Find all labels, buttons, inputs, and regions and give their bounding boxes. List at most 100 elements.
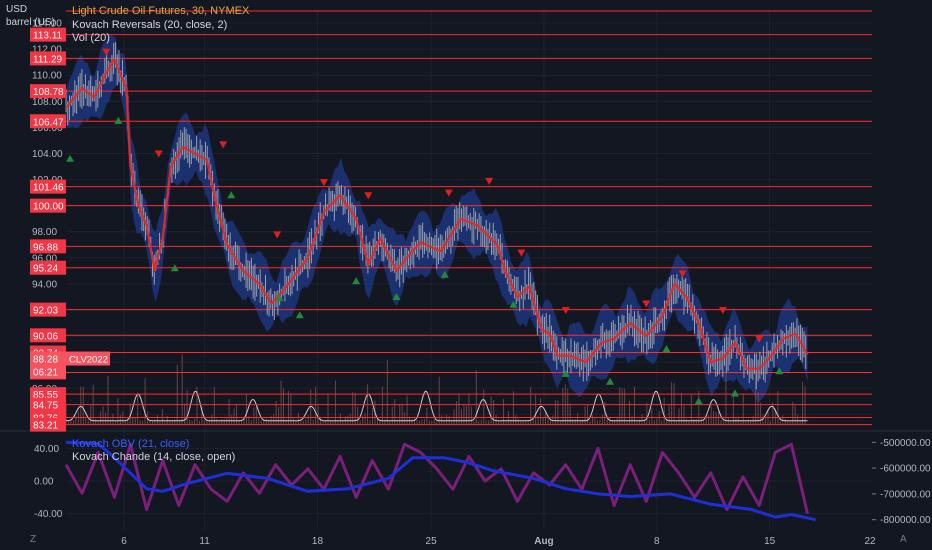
sub-left-tick-label: -40.00 — [34, 509, 63, 520]
price-level-badge-text: 106.47 — [33, 117, 64, 128]
time-tick-label: 6 — [121, 536, 127, 547]
up-reversal-marker — [66, 154, 75, 162]
legend-kovach-obv[interactable]: Kovach OBV (21, close) — [72, 438, 190, 450]
down-reversal-marker — [364, 192, 373, 200]
price-tick-label: 112.00 — [32, 45, 62, 56]
down-reversal-marker — [219, 141, 228, 149]
price-series — [65, 58, 809, 370]
price-level-badge-text: 83.21 — [33, 421, 58, 432]
sub-right-tick-label: -600000.00 — [880, 464, 931, 475]
price-level-badge — [30, 198, 66, 213]
sub-left-tick-label: 40.00 — [34, 444, 59, 455]
up-reversal-marker — [606, 377, 615, 385]
price-level-badge — [30, 302, 66, 317]
sub-right-tick-label: -800000.00 — [880, 515, 931, 526]
down-reversal-marker — [561, 307, 570, 314]
volume-moving-average — [65, 390, 808, 422]
down-reversal-marker — [485, 177, 494, 185]
price-level-badge-text: 84.75 — [33, 401, 58, 412]
legend-kovach-chande[interactable]: Kovach Chande (14, close, open) — [72, 451, 236, 463]
sub-right-tick-label: -700000.00 — [880, 489, 931, 500]
price-tick-label: 106.00 — [32, 123, 63, 134]
time-tick-label: 22 — [864, 536, 876, 547]
price-level-badge — [30, 114, 66, 129]
down-reversal-marker — [319, 179, 328, 187]
up-reversal-marker — [114, 116, 123, 124]
up-reversal-marker — [275, 294, 284, 302]
legend-kovach-reversals[interactable]: Kovach Reversals (20, close, 2) — [72, 19, 228, 31]
time-tick-label: Aug — [534, 536, 553, 547]
countdown-badge — [30, 365, 66, 379]
auto-scale-button[interactable]: A — [900, 534, 907, 545]
symbol-badge — [66, 351, 110, 366]
envelope-band-area — [66, 34, 808, 403]
price-axis[interactable]: 114.00112.00110.00108.00106.00104.00102.… — [30, 19, 110, 432]
up-reversal-marker — [662, 345, 671, 353]
price-level-lines — [66, 10, 872, 426]
up-reversal-marker — [352, 277, 361, 285]
up-reversal-marker — [775, 367, 784, 375]
symbol-badge-text: CLV2022 — [69, 355, 108, 366]
price-tick-label: 108.00 — [32, 97, 63, 108]
price-level-badge-text: 101.46 — [33, 183, 64, 194]
down-reversal-marker — [444, 189, 453, 197]
price-level-badge-text: 111.29 — [33, 54, 63, 65]
down-reversal-marker — [102, 48, 111, 56]
price-level-badge-text: 85.55 — [33, 390, 58, 401]
chart-title[interactable]: Light Crude Oil Futures, 30, NYMEX — [72, 5, 250, 17]
down-reversal-marker — [755, 335, 764, 343]
price-level-badge-text: 100.00 — [33, 202, 64, 213]
down-reversal-marker — [273, 231, 282, 239]
envelope-band — [66, 34, 808, 403]
price-level-badge — [30, 27, 66, 42]
up-reversal-marker — [694, 397, 703, 405]
time-tick-label: 8 — [654, 536, 660, 547]
reversal-markers — [66, 48, 784, 405]
time-tick-label: 18 — [312, 536, 324, 547]
countdown-text: 06:21 — [33, 368, 58, 379]
kovach-reversal-line — [65, 58, 809, 370]
up-reversal-marker — [730, 389, 739, 397]
price-level-badge — [30, 397, 66, 412]
price-tick-label: 110.00 — [32, 71, 62, 82]
kovach-obv-line — [65, 440, 816, 522]
price-level-badge-text: 95.24 — [33, 264, 58, 275]
up-reversal-marker — [440, 270, 449, 278]
price-level-badge-text: 113.11 — [33, 31, 63, 42]
price-tick-label: 94.00 — [32, 279, 57, 290]
currency-label: USD — [6, 4, 28, 15]
price-level-badge-text: 92.03 — [33, 306, 58, 317]
sub-right-tick-label: -500000.00 — [880, 438, 931, 449]
indicator-subpanel: 40.00 0.00 -40.00 -500000.00 -600000.00 -7000… — [34, 438, 931, 526]
price-tick-label: 104.00 — [32, 149, 63, 160]
down-reversal-marker — [678, 270, 687, 278]
time-tick-label: 15 — [764, 536, 776, 547]
time-tick-label: 11 — [199, 536, 210, 547]
price-tick-label: 98.00 — [32, 227, 57, 238]
down-reversal-marker — [718, 307, 727, 314]
price-tick-label: 96.00 — [32, 253, 57, 264]
kovach-chande-line — [64, 442, 809, 515]
price-level-badge-text: 90.06 — [33, 331, 58, 342]
price-tick-label: 114.00 — [32, 19, 62, 30]
price-level-badge — [30, 260, 66, 275]
time-axis[interactable]: 6 11 18 25 Aug 8 15 22 — [121, 536, 876, 547]
price-level-badge — [30, 328, 66, 343]
price-level-badge — [30, 239, 66, 254]
legend-volume[interactable]: Vol (20) — [72, 32, 110, 44]
unit-label: barrel (US) — [6, 17, 55, 28]
down-reversal-marker — [154, 150, 163, 158]
time-tick-label: 25 — [426, 536, 438, 547]
price-level-badge-text: 96.88 — [33, 242, 58, 253]
down-reversal-marker — [517, 249, 526, 257]
zoom-reset-button[interactable]: Z — [30, 534, 37, 545]
sub-left-tick-label: 0.00 — [34, 477, 54, 488]
price-level-badge — [30, 179, 66, 194]
price-level-badge — [30, 417, 66, 432]
up-reversal-marker — [561, 369, 570, 377]
up-reversal-marker — [392, 292, 401, 300]
up-reversal-marker — [227, 191, 236, 199]
up-reversal-marker — [295, 311, 304, 319]
